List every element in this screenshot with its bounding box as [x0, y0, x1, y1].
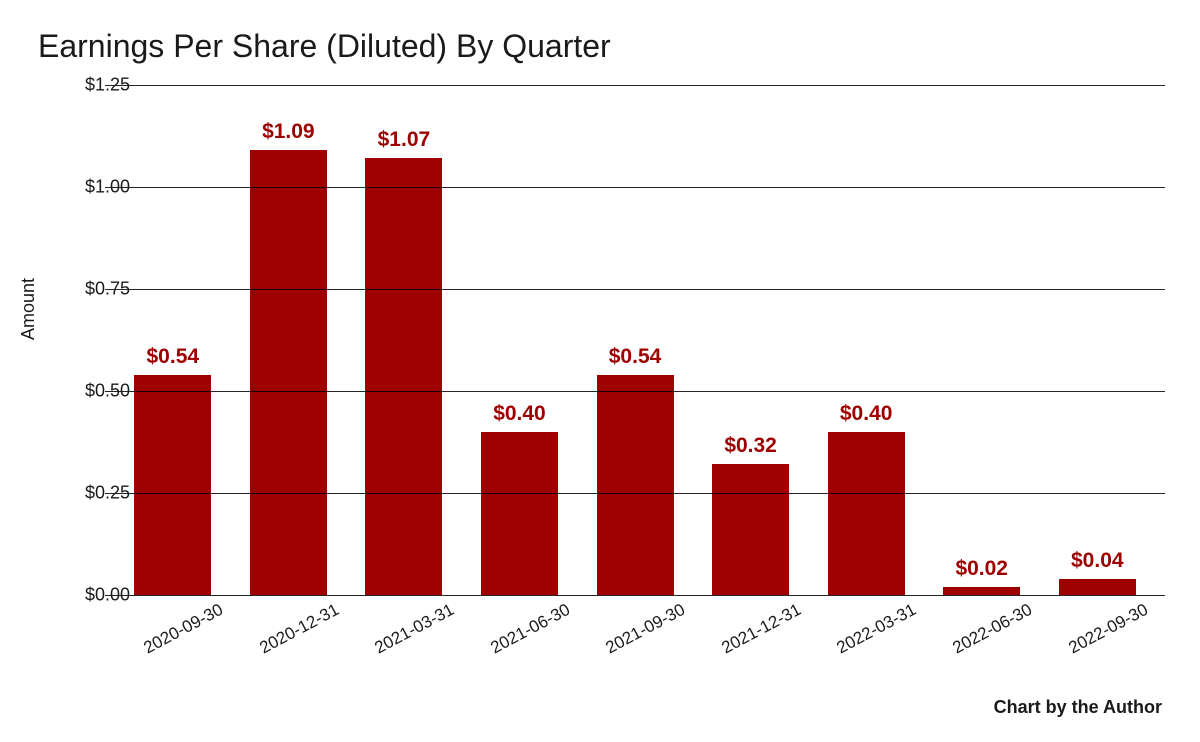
y-axis-title: Amount: [18, 278, 39, 340]
bar-group: $0.04: [1040, 85, 1156, 595]
bar: [597, 375, 674, 595]
bar-value-label: $0.40: [840, 402, 893, 426]
bar-value-label: $1.07: [378, 128, 431, 152]
bar-group: $0.40: [462, 85, 578, 595]
y-tick-label: $1.00: [50, 177, 130, 198]
gridline: [105, 85, 1165, 86]
bar-group: $0.32: [693, 85, 809, 595]
bar: [712, 464, 789, 595]
eps-chart: Earnings Per Share (Diluted) By Quarter …: [0, 0, 1200, 742]
bar-value-label: $0.40: [493, 402, 546, 426]
x-tick-label: 2022-03-31: [816, 584, 932, 665]
bar-group: $0.54: [115, 85, 231, 595]
bar: [365, 158, 442, 595]
x-axis-labels: 2020-09-302020-12-312021-03-312021-06-30…: [105, 606, 1165, 636]
gridline: [105, 493, 1165, 494]
bar-group: $0.54: [577, 85, 693, 595]
y-tick-label: $0.50: [50, 381, 130, 402]
bar-group: $1.09: [231, 85, 347, 595]
x-tick-label: 2022-09-30: [1048, 584, 1164, 665]
bar-group: $1.07: [346, 85, 462, 595]
gridline: [105, 187, 1165, 188]
bars-container: $0.54 $1.09 $1.07 $0.40 $0.54 $0.32 $0.40 $0.02…: [105, 85, 1165, 595]
gridline: [105, 595, 1165, 596]
x-tick-label: 2021-09-30: [585, 584, 701, 665]
bar: [250, 150, 327, 595]
x-tick-label: 2020-09-30: [123, 584, 239, 665]
chart-title: Earnings Per Share (Diluted) By Quarter: [38, 28, 1170, 65]
x-tick-label: 2021-12-31: [701, 584, 817, 665]
y-tick-label: $1.25: [50, 75, 130, 96]
bar: [134, 375, 211, 595]
bar: [943, 587, 1020, 595]
chart-footer-note: Chart by the Author: [994, 697, 1162, 718]
bar-value-label: $0.02: [955, 557, 1008, 581]
x-tick-label: 2021-03-31: [354, 584, 470, 665]
bar-group: $0.02: [924, 85, 1040, 595]
bar: [828, 432, 905, 595]
bar: [1059, 579, 1136, 595]
gridline: [105, 391, 1165, 392]
x-tick-label: 2020-12-31: [239, 584, 355, 665]
x-tick-label: 2022-06-30: [932, 584, 1048, 665]
gridline: [105, 289, 1165, 290]
plot-area: $0.54 $1.09 $1.07 $0.40 $0.54 $0.32 $0.40 $0.02…: [105, 85, 1165, 595]
bar-value-label: $0.54: [147, 345, 200, 369]
y-tick-label: $0.75: [50, 279, 130, 300]
bar-value-label: $0.04: [1071, 549, 1124, 573]
bar: [481, 432, 558, 595]
bar-value-label: $0.54: [609, 345, 662, 369]
bar-value-label: $1.09: [262, 120, 315, 144]
bar-value-label: $0.32: [724, 434, 777, 458]
bar-group: $0.40: [808, 85, 924, 595]
x-tick-label: 2021-06-30: [470, 584, 586, 665]
y-tick-label: $0.00: [50, 585, 130, 606]
y-tick-label: $0.25: [50, 483, 130, 504]
